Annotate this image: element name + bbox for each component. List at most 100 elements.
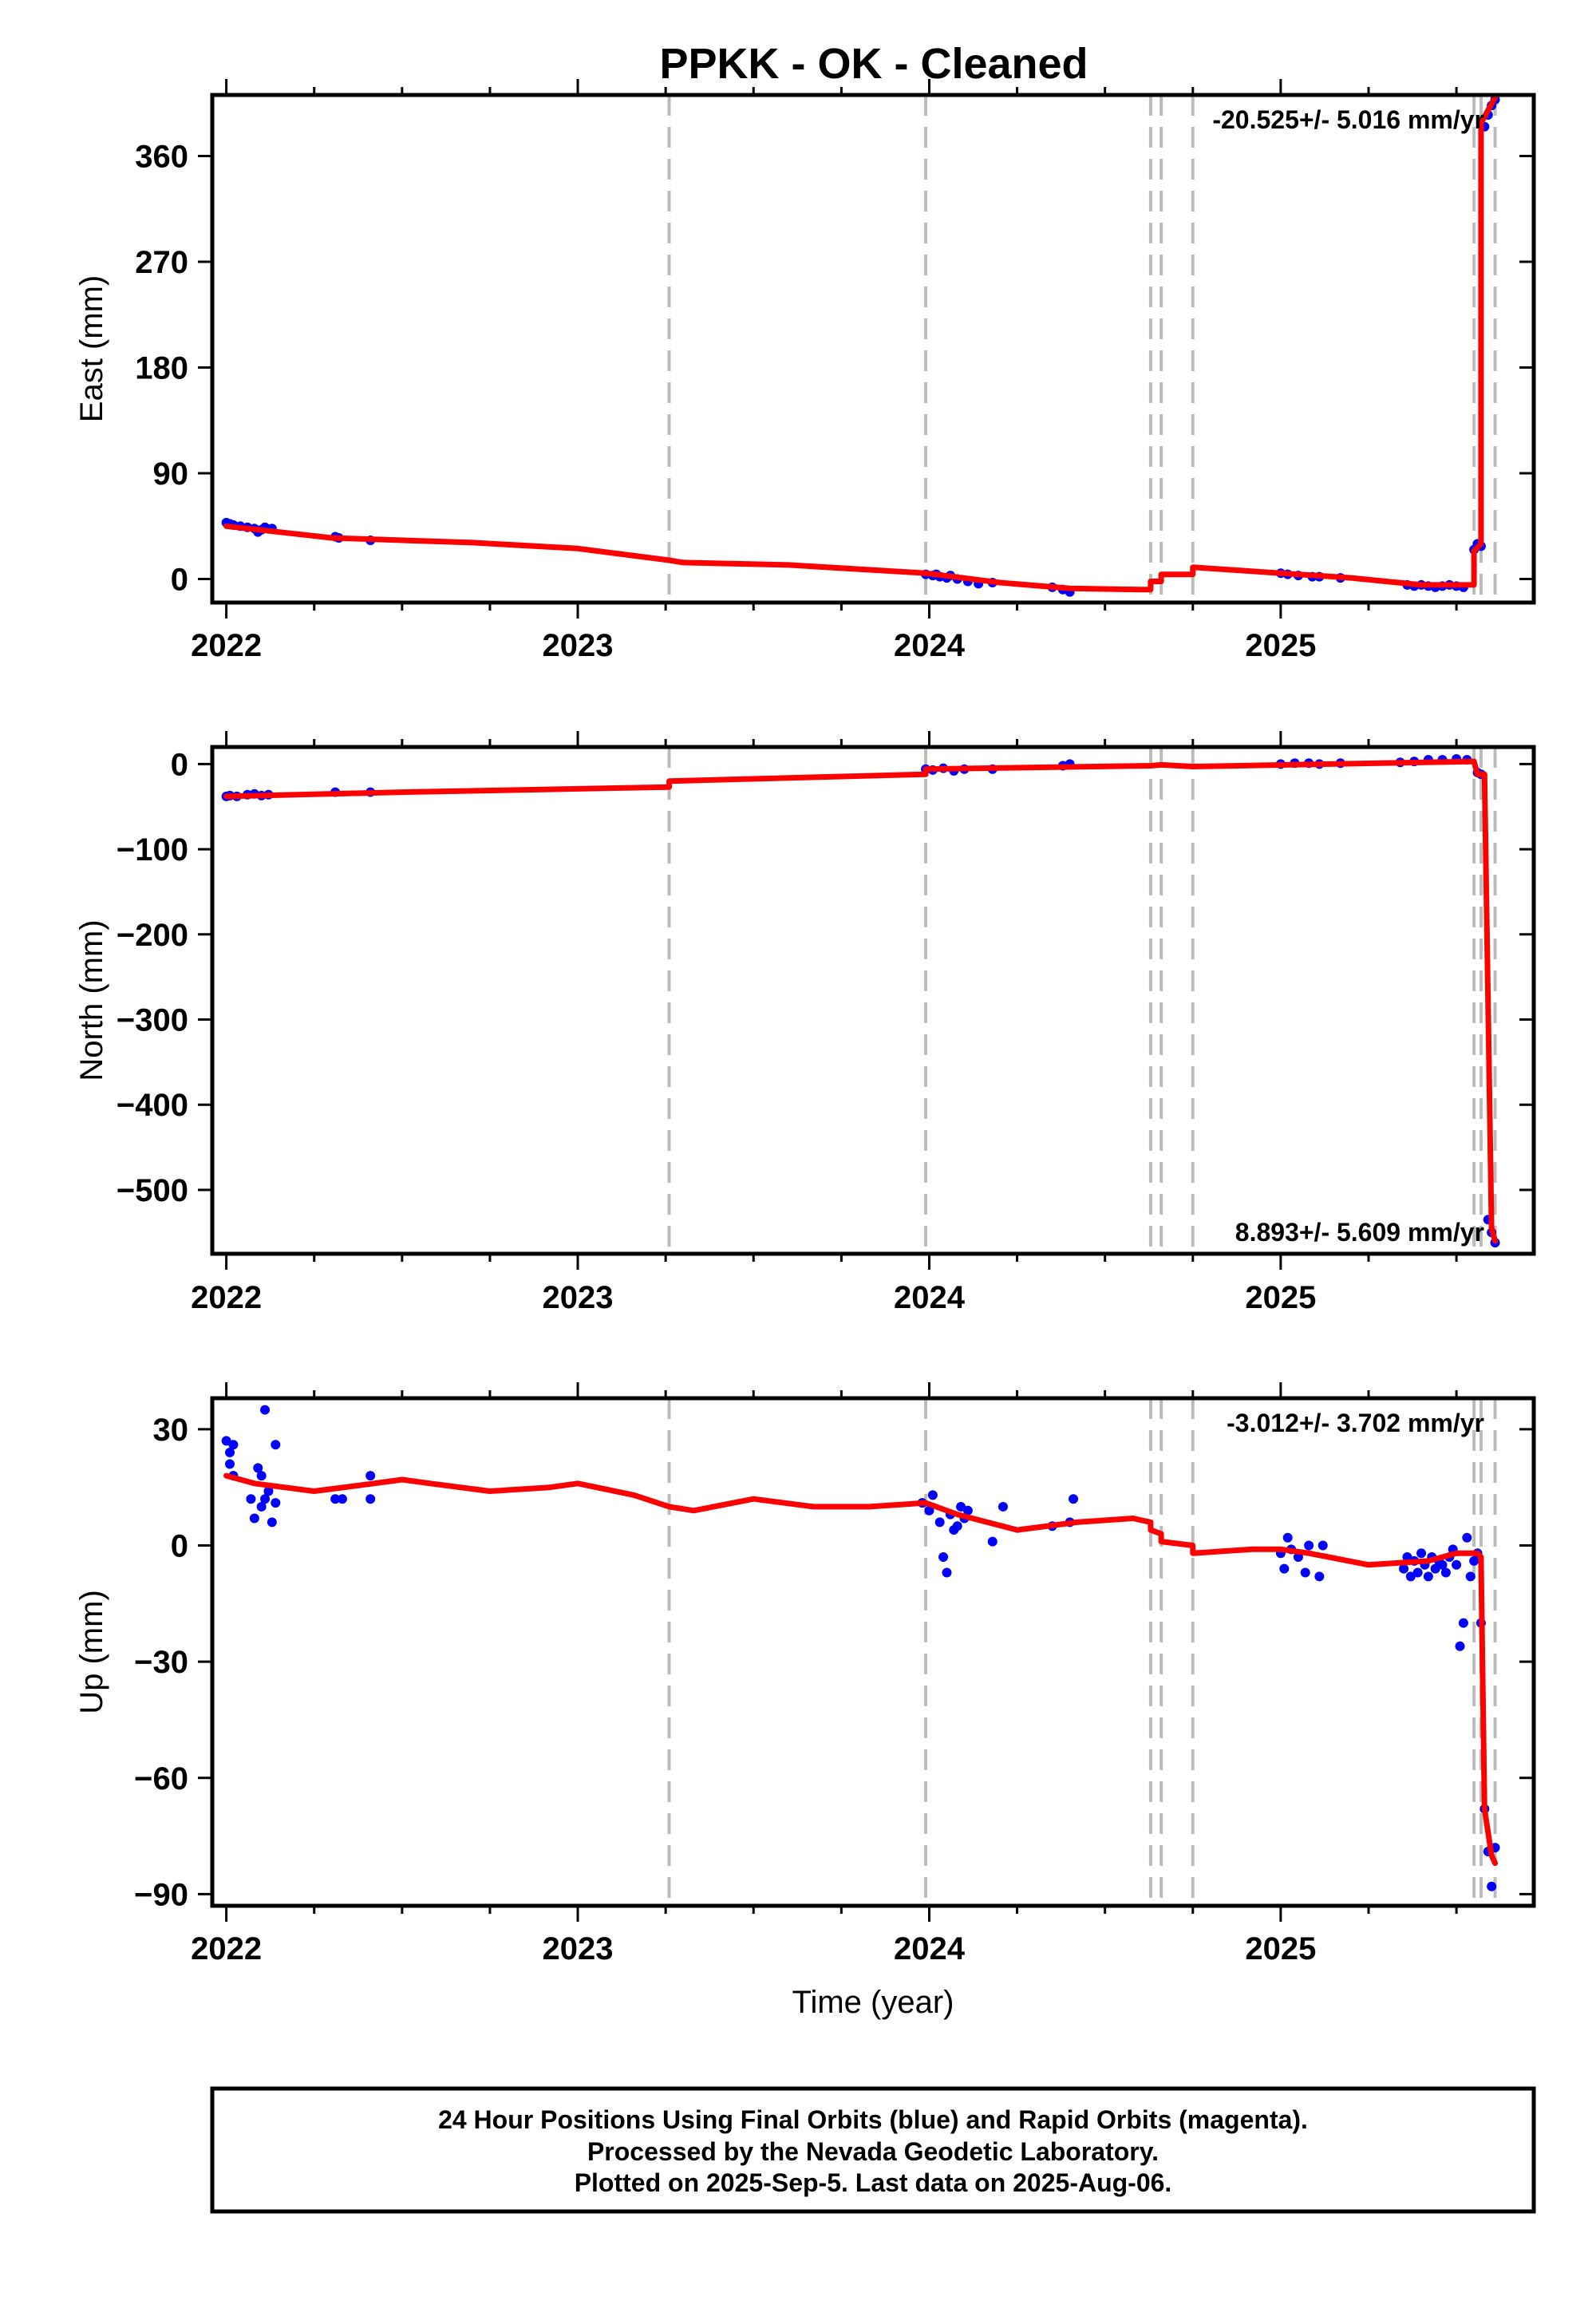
- y-tick-label: 270: [135, 245, 188, 280]
- data-point: [1487, 1881, 1497, 1891]
- data-point: [271, 1498, 281, 1508]
- x-tick-label: 2022: [191, 1280, 262, 1315]
- y-tick-label: −60: [134, 1761, 188, 1796]
- data-point: [998, 1501, 1008, 1512]
- data-point: [260, 1494, 271, 1504]
- y-tick-label: −200: [117, 918, 188, 953]
- data-point: [1314, 1571, 1325, 1582]
- y-tick-label: 90: [153, 456, 189, 492]
- chart-title: PPKK - OK - Cleaned: [659, 40, 1088, 88]
- data-point: [1437, 1559, 1448, 1570]
- data-point: [256, 1471, 267, 1481]
- data-point: [1455, 1641, 1465, 1651]
- data-point: [1304, 1540, 1314, 1551]
- footer-line: 24 Hour Positions Using Final Orbits (bl…: [438, 2105, 1308, 2134]
- rate-label: -20.525+/- 5.016 mm/yr: [1212, 105, 1484, 134]
- data-point: [267, 1517, 277, 1528]
- y-tick-label: 30: [153, 1413, 189, 1448]
- x-tick-label: 2023: [543, 628, 614, 663]
- y-tick-label: 0: [171, 747, 188, 782]
- y-tick-label: 0: [171, 1528, 188, 1563]
- x-tick-label: 2022: [191, 1931, 262, 1966]
- x-tick-label: 2022: [191, 628, 262, 663]
- x-tick-label: 2025: [1245, 1931, 1316, 1966]
- data-point: [253, 1463, 263, 1473]
- data-point: [1430, 1563, 1440, 1574]
- plot-frame: [210, 745, 1536, 1256]
- data-point: [987, 1536, 998, 1547]
- x-tick-label: 2025: [1245, 1280, 1316, 1315]
- plot-frame: [210, 93, 1536, 605]
- panel-north: −500 −400 −300 −200 −100 0 2022 2023 2024 2025 8.8…: [74, 731, 1536, 1315]
- data-point: [927, 1490, 938, 1500]
- footer-frame: [210, 2086, 1536, 2214]
- data-point: [1452, 1559, 1462, 1570]
- plot-frame: [210, 1396, 1536, 1908]
- y-tick-label: −300: [117, 1003, 188, 1038]
- footer-line: Plotted on 2025-Sep-5. Last data on 2025…: [575, 2168, 1172, 2197]
- data-point: [952, 1521, 962, 1531]
- y-tick-label: 180: [135, 351, 188, 386]
- data-point: [1440, 1567, 1451, 1578]
- x-tick-label: 2024: [894, 628, 966, 663]
- data-point: [1469, 1555, 1479, 1566]
- data-point: [1465, 1571, 1476, 1582]
- panel-up: −90 −60 −30 0 30 2022 2023 2024 2025 -3.012+/- 3.…: [74, 1382, 1536, 2020]
- footer-line: Processed by the Nevada Geodetic Laborat…: [587, 2137, 1159, 2166]
- y-tick-label: −500: [117, 1173, 188, 1208]
- data-point: [962, 1505, 973, 1516]
- x-tick-label: 2025: [1245, 628, 1316, 663]
- x-tick-label: 2024: [894, 1931, 966, 1966]
- x-tick-label: 2023: [543, 1280, 614, 1315]
- data-point: [225, 1459, 235, 1469]
- data-point: [271, 1440, 281, 1450]
- y-axis-label: Up (mm): [74, 1590, 109, 1714]
- data-point: [1282, 1532, 1293, 1543]
- panel-east: 0 90 180 270 360 2022 2023 2024 2025 -20.525+/- 5…: [74, 79, 1536, 663]
- data-point: [365, 1494, 376, 1504]
- data-point: [924, 1505, 934, 1516]
- data-point: [249, 1513, 259, 1524]
- x-tick-label: 2023: [543, 1931, 614, 1966]
- x-axis-label: Time (year): [792, 1985, 954, 2020]
- data-point: [1458, 1618, 1468, 1628]
- data-point: [1405, 1571, 1416, 1582]
- y-tick-label: −90: [134, 1877, 188, 1912]
- data-point: [337, 1494, 347, 1504]
- y-axis-label: North (mm): [74, 919, 109, 1081]
- panels: 0 90 180 270 360 2022 2023 2024 2025 -20.525+/- 5…: [74, 79, 1536, 2020]
- data-point: [1416, 1548, 1427, 1559]
- footer-box: 24 Hour Positions Using Final Orbits (bl…: [210, 2086, 1536, 2214]
- data-point: [263, 1486, 274, 1496]
- data-point: [1069, 1494, 1079, 1504]
- y-tick-label: 0: [171, 563, 188, 598]
- data-point: [934, 1517, 945, 1528]
- y-tick-label: −30: [134, 1645, 188, 1680]
- data-point: [246, 1494, 256, 1504]
- rate-label: 8.893+/- 5.609 mm/yr: [1235, 1218, 1484, 1247]
- data-point: [1317, 1540, 1328, 1551]
- rate-label: -3.012+/- 3.702 mm/yr: [1227, 1409, 1484, 1437]
- data-point: [1412, 1567, 1423, 1578]
- x-tick-label: 2024: [894, 1280, 966, 1315]
- data-point: [260, 1405, 271, 1415]
- data-point: [221, 1436, 231, 1446]
- data-point: [225, 1447, 235, 1457]
- data-point: [1399, 1563, 1409, 1574]
- model-line: [223, 758, 1499, 1244]
- model-line: [223, 94, 1499, 593]
- data-point: [365, 1471, 376, 1481]
- y-tick-label: −400: [117, 1088, 188, 1123]
- data-point: [228, 1440, 239, 1450]
- data-point: [942, 1567, 952, 1578]
- data-point: [956, 1501, 966, 1512]
- data-point: [256, 1501, 267, 1512]
- data-point: [1279, 1563, 1290, 1574]
- y-axis-label: East (mm): [74, 275, 109, 422]
- y-tick-label: 360: [135, 140, 188, 175]
- data-point: [1300, 1567, 1310, 1578]
- data-point: [938, 1552, 949, 1563]
- y-tick-label: −100: [117, 832, 188, 868]
- data-point: [1423, 1571, 1433, 1582]
